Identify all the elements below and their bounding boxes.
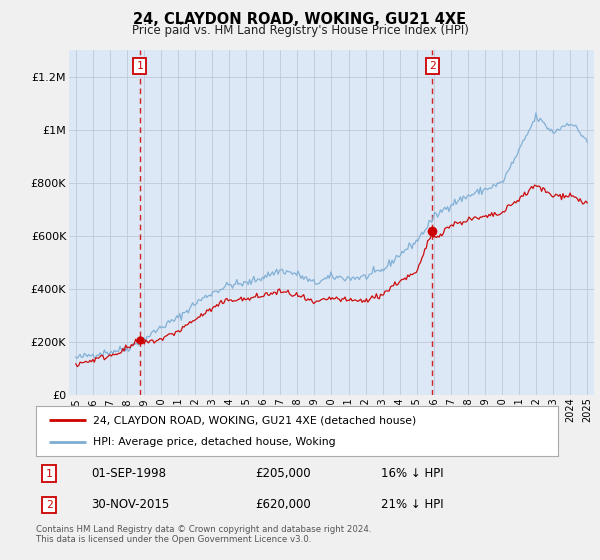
Text: Contains HM Land Registry data © Crown copyright and database right 2024.
This d: Contains HM Land Registry data © Crown c…	[36, 525, 371, 544]
Text: 30-NOV-2015: 30-NOV-2015	[91, 498, 169, 511]
Text: 1: 1	[46, 469, 52, 479]
Text: £620,000: £620,000	[255, 498, 311, 511]
Text: 01-SEP-1998: 01-SEP-1998	[91, 467, 166, 480]
Text: 21% ↓ HPI: 21% ↓ HPI	[380, 498, 443, 511]
Text: 2: 2	[429, 61, 436, 71]
Text: 24, CLAYDON ROAD, WOKING, GU21 4XE (detached house): 24, CLAYDON ROAD, WOKING, GU21 4XE (deta…	[94, 415, 416, 425]
Text: 16% ↓ HPI: 16% ↓ HPI	[380, 467, 443, 480]
Text: 2: 2	[46, 500, 52, 510]
Text: 24, CLAYDON ROAD, WOKING, GU21 4XE: 24, CLAYDON ROAD, WOKING, GU21 4XE	[133, 12, 467, 27]
Text: Price paid vs. HM Land Registry's House Price Index (HPI): Price paid vs. HM Land Registry's House …	[131, 24, 469, 37]
Text: HPI: Average price, detached house, Woking: HPI: Average price, detached house, Woki…	[94, 437, 336, 447]
Text: 1: 1	[136, 61, 143, 71]
Text: £205,000: £205,000	[255, 467, 311, 480]
